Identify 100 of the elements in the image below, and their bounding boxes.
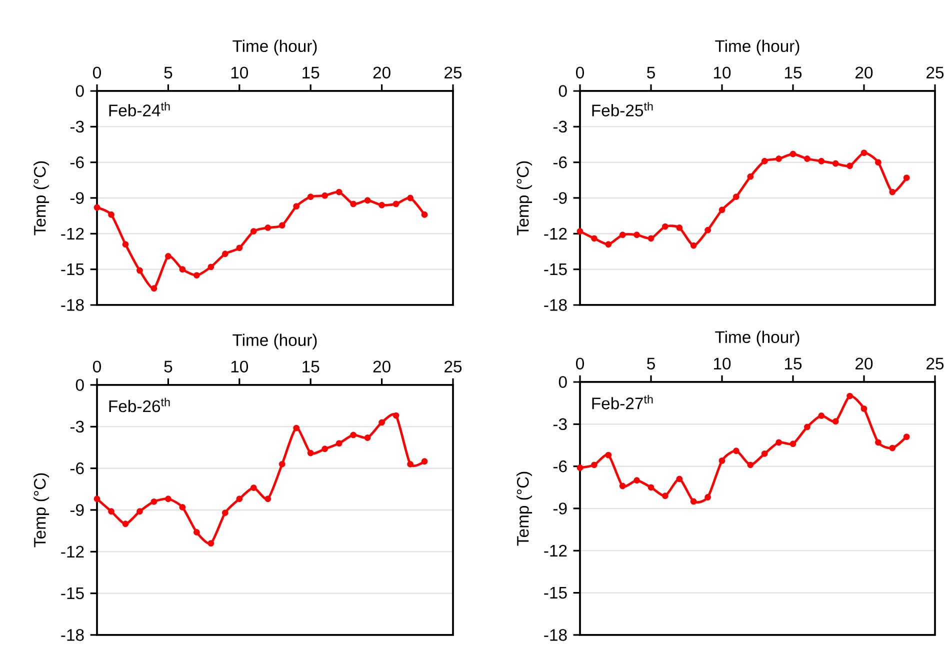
- x-tick-label: 0: [576, 66, 584, 79]
- point: [250, 228, 257, 234]
- x-tick-label: 15: [302, 360, 320, 372]
- point: [776, 439, 782, 446]
- point: [903, 434, 910, 440]
- point: [136, 267, 143, 274]
- point: [790, 150, 796, 158]
- point: [874, 439, 882, 446]
- y-tick-label: -3: [70, 120, 84, 133]
- x-axis-title: Time (hour): [232, 40, 317, 56]
- y-tick-label: -18: [544, 299, 567, 311]
- y-tick-label: -12: [544, 228, 567, 240]
- point: [846, 392, 853, 400]
- point: [704, 494, 711, 500]
- point: [832, 160, 839, 167]
- x-axis-title: Time (hour): [232, 334, 317, 350]
- point: [322, 446, 328, 452]
- point: [108, 508, 114, 515]
- x-axis-title: Time (hour): [715, 40, 800, 56]
- point: [733, 194, 740, 200]
- x-tick-label: 10: [231, 66, 248, 79]
- point: [662, 223, 668, 230]
- point: [407, 194, 414, 202]
- point: [634, 477, 640, 484]
- y-tick-label: -15: [61, 264, 84, 276]
- y-tick-label: -12: [61, 228, 84, 240]
- point: [889, 188, 896, 196]
- point: [718, 206, 726, 214]
- point: [648, 484, 654, 491]
- annotation: Feb-24$^{th}$: [109, 102, 170, 116]
- point: [322, 192, 328, 199]
- point: [860, 405, 868, 412]
- x-tick-label: 15: [785, 66, 802, 79]
- x-tick-label: 0: [576, 358, 584, 370]
- point: [179, 504, 186, 510]
- point: [193, 272, 200, 278]
- y-tick-label: 0: [76, 85, 84, 97]
- point: [293, 424, 300, 432]
- point: [818, 412, 825, 419]
- point: [421, 211, 428, 218]
- point: [421, 458, 428, 465]
- point: [165, 496, 172, 502]
- annotation: Feb-26$^{th}$: [109, 398, 170, 412]
- point: [364, 434, 371, 441]
- point: [860, 150, 868, 156]
- point: [407, 460, 414, 468]
- point: [718, 457, 726, 464]
- point: [804, 424, 810, 430]
- point: [619, 482, 626, 490]
- point: [846, 162, 853, 170]
- y-tick-label: -15: [61, 588, 84, 600]
- annotation: Feb-27$^{th}$: [592, 394, 653, 410]
- y-tick-label: -3: [70, 420, 84, 433]
- y-tick-label: -6: [70, 462, 84, 474]
- point: [350, 200, 357, 208]
- point: [733, 448, 740, 454]
- point: [94, 204, 100, 211]
- x-tick-label: 25: [444, 360, 462, 372]
- x-tick-label: 20: [856, 66, 873, 79]
- y-tick-label: -18: [61, 629, 84, 641]
- y-axis-title: Temp (°C): [34, 473, 50, 548]
- point: [193, 529, 200, 536]
- annotation: Feb-25$^{th}$: [592, 102, 653, 116]
- y-tick-label: -15: [544, 264, 567, 276]
- y-tick-label: -15: [544, 587, 567, 599]
- y-tick-label: -6: [553, 460, 567, 472]
- x-tick-label: 5: [647, 66, 655, 79]
- x-tick-label: 10: [231, 360, 248, 372]
- y-tick-label: -9: [70, 192, 84, 204]
- point: [889, 444, 896, 452]
- point: [634, 232, 640, 238]
- y-tick-label: -12: [544, 544, 567, 556]
- y-tick-label: 0: [558, 376, 567, 388]
- point: [222, 510, 228, 516]
- y-tick-label: -3: [553, 418, 567, 430]
- x-tick-label: 20: [373, 66, 390, 79]
- x-tick-label: 25: [926, 66, 944, 79]
- y-tick-label: -9: [553, 192, 567, 204]
- x-tick-label: 20: [856, 358, 873, 370]
- point: [676, 476, 683, 482]
- point: [136, 508, 143, 515]
- point: [179, 266, 186, 273]
- point: [236, 496, 243, 502]
- point: [278, 460, 286, 468]
- point: [364, 197, 371, 204]
- point: [676, 224, 683, 231]
- point: [392, 200, 400, 208]
- point: [165, 253, 172, 260]
- y-tick-label: -9: [553, 502, 567, 514]
- x-tick-label: 20: [373, 360, 390, 372]
- point: [392, 412, 400, 419]
- x-tick-label: 25: [926, 358, 944, 370]
- y-tick-label: -6: [70, 156, 84, 168]
- point: [761, 158, 768, 164]
- point: [605, 241, 612, 248]
- point: [591, 235, 598, 242]
- point: [832, 418, 839, 425]
- point: [222, 250, 228, 258]
- point: [804, 156, 810, 162]
- point: [336, 188, 342, 196]
